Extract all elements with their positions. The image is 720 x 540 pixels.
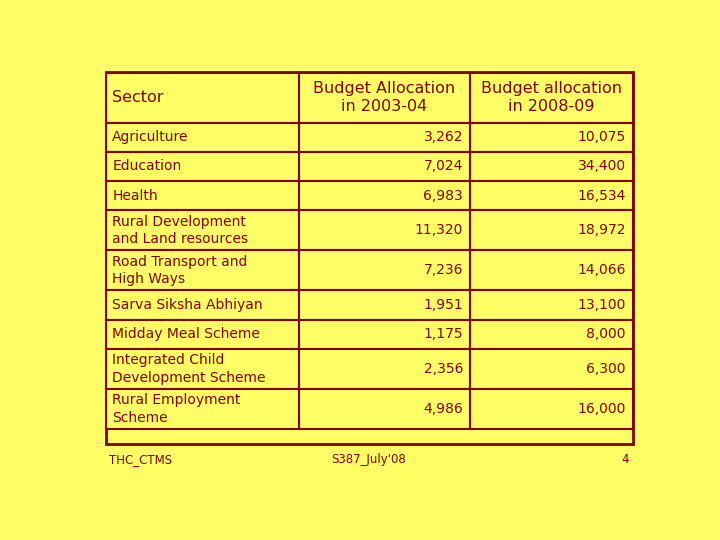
- Text: 4: 4: [621, 453, 629, 465]
- Text: 8,000: 8,000: [586, 327, 626, 341]
- Text: 1,175: 1,175: [423, 327, 463, 341]
- Bar: [106, 123, 300, 152]
- Bar: [469, 251, 632, 291]
- Text: 1,951: 1,951: [423, 298, 463, 312]
- Text: Budget Allocation
in 2003-04: Budget Allocation in 2003-04: [313, 80, 456, 114]
- Text: 2,356: 2,356: [423, 362, 463, 376]
- Text: Agriculture: Agriculture: [112, 130, 189, 144]
- Bar: [106, 349, 300, 389]
- Bar: [300, 123, 469, 152]
- Bar: [469, 181, 632, 210]
- Bar: [300, 181, 469, 210]
- Text: 4,986: 4,986: [423, 402, 463, 416]
- Bar: [106, 389, 300, 429]
- Bar: [300, 251, 469, 291]
- Text: 10,075: 10,075: [577, 130, 626, 144]
- Bar: [106, 72, 300, 123]
- Text: 6,983: 6,983: [423, 188, 463, 202]
- Text: Rural Development
and Land resources: Rural Development and Land resources: [112, 215, 248, 246]
- Text: Rural Employment
Scheme: Rural Employment Scheme: [112, 393, 240, 424]
- Bar: [469, 72, 632, 123]
- Bar: [106, 251, 300, 291]
- Text: Integrated Child
Development Scheme: Integrated Child Development Scheme: [112, 353, 266, 384]
- Text: 18,972: 18,972: [577, 224, 626, 238]
- Text: 14,066: 14,066: [577, 264, 626, 278]
- Bar: [300, 210, 469, 251]
- Text: 7,024: 7,024: [423, 159, 463, 173]
- Bar: [300, 152, 469, 181]
- Bar: [106, 210, 300, 251]
- Text: 34,400: 34,400: [577, 159, 626, 173]
- Bar: [469, 320, 632, 349]
- Text: Health: Health: [112, 188, 158, 202]
- Text: S387_July'08: S387_July'08: [332, 453, 406, 465]
- Text: Budget allocation
in 2008-09: Budget allocation in 2008-09: [481, 80, 621, 114]
- Bar: [469, 389, 632, 429]
- Text: 7,236: 7,236: [423, 264, 463, 278]
- Text: 16,000: 16,000: [577, 402, 626, 416]
- Bar: [300, 349, 469, 389]
- Bar: [106, 181, 300, 210]
- Bar: [106, 152, 300, 181]
- Text: Sarva Siksha Abhiyan: Sarva Siksha Abhiyan: [112, 298, 263, 312]
- Bar: [300, 389, 469, 429]
- Bar: [300, 320, 469, 349]
- Text: Midday Meal Scheme: Midday Meal Scheme: [112, 327, 260, 341]
- Text: 3,262: 3,262: [423, 130, 463, 144]
- Text: 13,100: 13,100: [577, 298, 626, 312]
- Text: Road Transport and
High Ways: Road Transport and High Ways: [112, 255, 248, 286]
- Bar: [469, 291, 632, 320]
- Bar: [300, 72, 469, 123]
- Bar: [106, 72, 632, 444]
- Bar: [469, 210, 632, 251]
- Text: 6,300: 6,300: [586, 362, 626, 376]
- Bar: [469, 123, 632, 152]
- Text: THC_CTMS: THC_CTMS: [109, 453, 173, 465]
- Text: Education: Education: [112, 159, 181, 173]
- Text: 16,534: 16,534: [577, 188, 626, 202]
- Text: 11,320: 11,320: [415, 224, 463, 238]
- Bar: [106, 291, 300, 320]
- Bar: [469, 152, 632, 181]
- Text: Sector: Sector: [112, 90, 163, 105]
- Bar: [469, 349, 632, 389]
- Bar: [106, 320, 300, 349]
- Bar: [300, 291, 469, 320]
